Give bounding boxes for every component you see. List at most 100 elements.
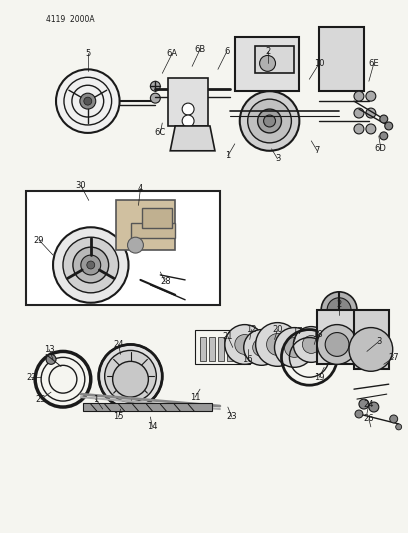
Circle shape <box>354 108 364 118</box>
Bar <box>26 190 220 305</box>
Text: 13: 13 <box>44 345 54 354</box>
Text: 7: 7 <box>315 146 320 155</box>
Circle shape <box>151 81 160 91</box>
Bar <box>319 27 364 91</box>
Circle shape <box>240 91 299 151</box>
Circle shape <box>56 69 120 133</box>
Text: 1: 1 <box>93 394 98 403</box>
Circle shape <box>390 415 398 423</box>
Circle shape <box>73 247 109 283</box>
Text: 23: 23 <box>226 413 237 422</box>
Text: 2: 2 <box>337 300 341 309</box>
Text: 4119  2000A: 4119 2000A <box>46 15 95 24</box>
Circle shape <box>151 93 160 103</box>
Bar <box>168 78 208 126</box>
Circle shape <box>113 361 149 397</box>
Circle shape <box>81 255 101 275</box>
Bar <box>236 336 242 361</box>
Text: 2: 2 <box>265 47 270 56</box>
Text: 11: 11 <box>190 393 200 401</box>
Text: 1: 1 <box>225 151 231 160</box>
Text: 21: 21 <box>223 332 233 341</box>
Text: 6E: 6E <box>368 59 379 68</box>
Circle shape <box>359 399 369 409</box>
Bar <box>200 336 206 361</box>
Text: 29: 29 <box>34 236 44 245</box>
Circle shape <box>53 227 129 303</box>
Text: 3: 3 <box>376 337 381 346</box>
Circle shape <box>248 99 291 143</box>
Circle shape <box>235 335 255 354</box>
Circle shape <box>354 91 364 101</box>
Circle shape <box>46 354 56 365</box>
Circle shape <box>366 124 376 134</box>
Bar <box>131 223 175 238</box>
Text: 22: 22 <box>26 373 36 382</box>
Text: 6A: 6A <box>166 49 178 58</box>
Bar <box>195 329 250 365</box>
Text: 12: 12 <box>246 325 257 334</box>
Text: 20: 20 <box>272 325 283 334</box>
Circle shape <box>87 261 95 269</box>
Text: 28: 28 <box>160 277 171 286</box>
Circle shape <box>105 350 156 402</box>
Text: 10: 10 <box>314 59 324 68</box>
Circle shape <box>380 115 388 123</box>
Text: 6C: 6C <box>155 128 166 138</box>
Circle shape <box>225 325 264 365</box>
Text: 15: 15 <box>113 413 124 422</box>
Text: 25: 25 <box>36 394 47 403</box>
Circle shape <box>366 108 376 118</box>
Circle shape <box>264 115 275 127</box>
Circle shape <box>253 338 271 357</box>
Circle shape <box>182 103 194 115</box>
Circle shape <box>80 93 96 109</box>
Circle shape <box>266 334 288 356</box>
Circle shape <box>355 410 363 418</box>
Polygon shape <box>170 126 215 151</box>
Circle shape <box>256 322 299 366</box>
Circle shape <box>349 328 393 372</box>
Text: 6B: 6B <box>194 45 206 54</box>
Bar <box>235 37 299 91</box>
Circle shape <box>327 298 351 321</box>
Circle shape <box>293 327 329 362</box>
Bar <box>227 336 233 361</box>
Text: 16: 16 <box>242 355 253 364</box>
Text: 30: 30 <box>75 181 86 190</box>
Circle shape <box>284 337 304 358</box>
Text: 6D: 6D <box>375 144 387 154</box>
Bar <box>83 403 212 411</box>
Bar <box>354 310 389 369</box>
Text: 6: 6 <box>224 47 230 56</box>
Circle shape <box>257 109 282 133</box>
Text: 19: 19 <box>314 373 324 382</box>
Circle shape <box>302 336 320 353</box>
Circle shape <box>325 333 349 357</box>
Text: 14: 14 <box>147 422 157 431</box>
Circle shape <box>396 424 401 430</box>
Text: 24: 24 <box>113 340 124 349</box>
Circle shape <box>84 97 92 105</box>
Text: 3: 3 <box>275 154 280 163</box>
Bar <box>209 336 215 361</box>
Text: 27: 27 <box>388 353 399 362</box>
Circle shape <box>244 329 279 365</box>
Circle shape <box>380 132 388 140</box>
Circle shape <box>354 124 364 134</box>
Circle shape <box>121 366 140 386</box>
Circle shape <box>321 292 357 328</box>
Bar <box>317 310 357 365</box>
Circle shape <box>385 122 393 130</box>
Text: 5: 5 <box>85 49 91 58</box>
Text: 24: 24 <box>364 400 374 409</box>
Text: 18: 18 <box>312 330 323 339</box>
Circle shape <box>275 328 314 367</box>
Text: 17: 17 <box>292 327 303 336</box>
Text: 26: 26 <box>364 415 374 423</box>
Circle shape <box>128 237 144 253</box>
Circle shape <box>41 358 85 401</box>
Circle shape <box>182 115 194 127</box>
Bar <box>115 200 175 250</box>
Circle shape <box>369 402 379 412</box>
